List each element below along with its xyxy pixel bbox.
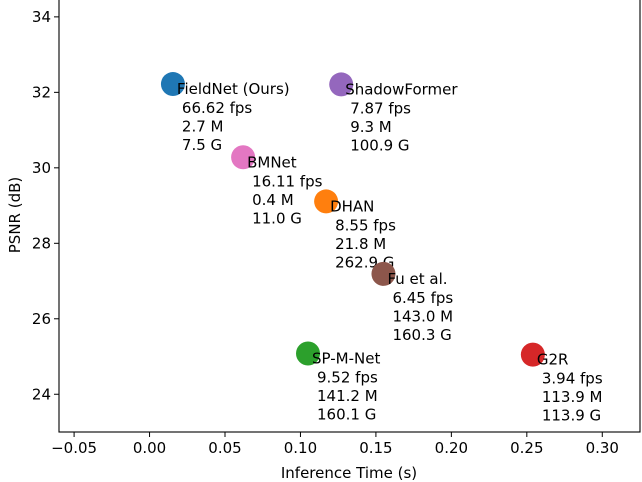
data-point-stat: 6.45 fps — [392, 289, 453, 307]
data-point-stat: 11.0 G — [252, 209, 302, 227]
y-tick-label: 28 — [32, 234, 51, 252]
y-tick-label: 34 — [32, 8, 51, 26]
data-point-marker — [231, 145, 256, 170]
data-point-name: G2R — [537, 351, 569, 369]
data-point-name: Fu et al. — [387, 270, 447, 288]
data-point-stat: 113.9 G — [542, 407, 601, 425]
data-point-stat: 113.9 M — [542, 388, 603, 406]
data-point-stat: 143.0 M — [392, 307, 453, 325]
data-point-name: SP-M-Net — [312, 350, 380, 368]
data-point-stat: 9.3 M — [350, 118, 392, 136]
data-point-marker — [329, 72, 354, 97]
x-tick-label: 0.20 — [435, 439, 468, 457]
data-point-marker — [371, 261, 396, 286]
x-tick-label: 0.05 — [208, 439, 241, 457]
x-tick-label: 0.00 — [133, 439, 166, 457]
data-point-name: ShadowFormer — [345, 80, 458, 98]
data-point-name: FieldNet (Ours) — [177, 80, 290, 98]
data-point-marker — [160, 72, 185, 97]
data-point-stat: 160.3 G — [392, 326, 451, 344]
data-point-stat: 141.2 M — [317, 387, 378, 405]
x-tick-label: 0.25 — [510, 439, 543, 457]
y-tick-label: 32 — [32, 83, 51, 101]
x-tick-label: 0.10 — [284, 439, 317, 457]
x-tick-label: 0.30 — [586, 439, 619, 457]
data-point-stat: 66.62 fps — [182, 99, 253, 117]
data-point-stat: 160.1 G — [317, 406, 376, 424]
data-point-stat: 7.5 G — [182, 136, 222, 154]
data-point-stat: 8.55 fps — [335, 216, 396, 234]
y-axis-ticks: 24 26 28 30 32 34 — [32, 8, 59, 403]
data-point-marker — [520, 342, 545, 367]
data-point-stat: 100.9 G — [350, 136, 409, 154]
data-point-stat: 16.11 fps — [252, 172, 323, 190]
y-axis-label: PSNR (dB) — [6, 177, 24, 254]
data-point-name: BMNet — [247, 153, 297, 171]
data-point-stat: 0.4 M — [252, 191, 294, 209]
data-point-stat: 3.94 fps — [542, 370, 603, 388]
x-tick-label: −0.05 — [51, 439, 97, 457]
y-tick-label: 30 — [32, 159, 51, 177]
data-point-stat: 7.87 fps — [350, 99, 411, 117]
data-point-stat: 2.7 M — [182, 118, 224, 136]
x-axis-label: Inference Time (s) — [281, 464, 417, 482]
data-point-marker — [314, 189, 339, 214]
y-tick-label: 24 — [32, 385, 51, 403]
data-point-stat: 21.8 M — [335, 235, 386, 253]
plot-frame — [58, 0, 641, 433]
data-point-marker — [296, 341, 320, 366]
x-tick-label: 0.15 — [359, 439, 392, 457]
y-tick-label: 26 — [32, 310, 51, 328]
data-point-name: DHAN — [330, 197, 374, 215]
x-axis-ticks: −0.05 0.00 0.05 0.10 0.15 0.20 0.25 0.30 — [51, 432, 619, 457]
data-point-stat: 9.52 fps — [317, 369, 378, 387]
